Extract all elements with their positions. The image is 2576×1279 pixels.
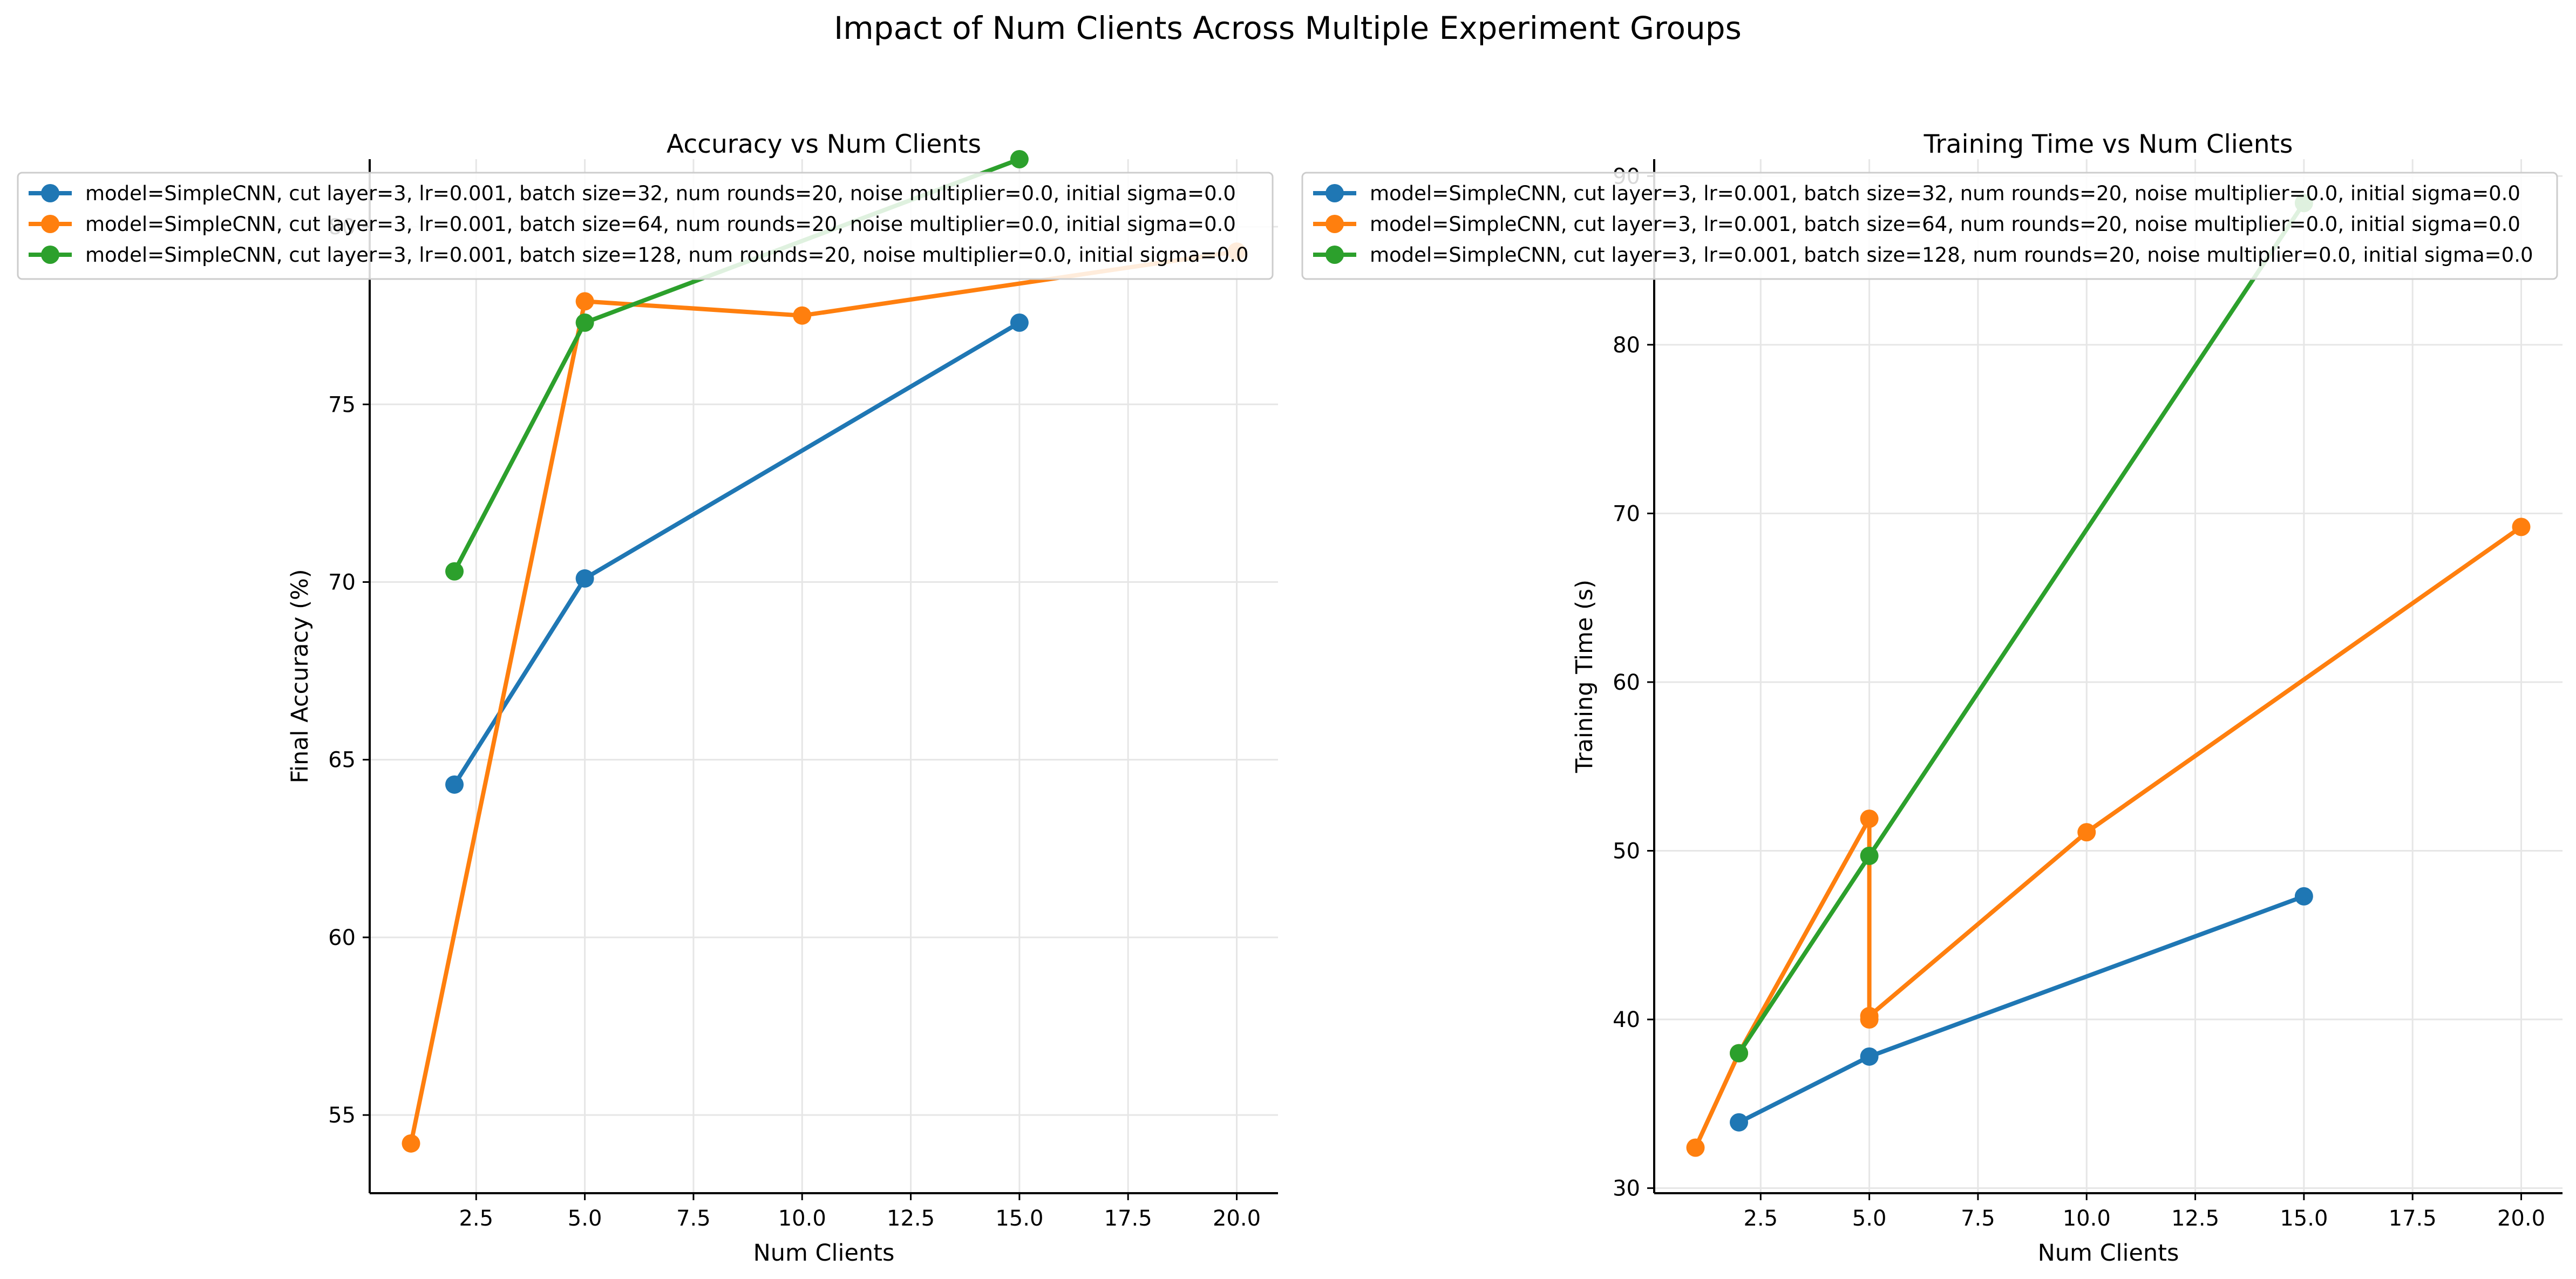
data-point xyxy=(575,292,594,311)
y-tick-label: 70 xyxy=(1613,501,1640,526)
x-tick-label: 7.5 xyxy=(1961,1206,1995,1231)
data-point xyxy=(575,313,594,332)
legend-item: model=SimpleCNN, cut layer=3, lr=0.001, … xyxy=(1313,182,2520,205)
x-axis-label: Num Clients xyxy=(753,1240,895,1267)
series-line xyxy=(1737,894,2306,1125)
x-tick-label: 17.5 xyxy=(1104,1206,1152,1231)
data-point xyxy=(1860,846,1879,865)
series-1 xyxy=(1686,518,2531,1157)
legend: model=SimpleCNN, cut layer=3, lr=0.001, … xyxy=(1301,172,2558,280)
y-tick-label: 80 xyxy=(1613,333,1640,358)
training-time-panel: 2.5 5.0 7.5 10.0 12.5 15.0 17.5 20.0 30 40 50 60 70 8… xyxy=(1301,130,2563,1267)
legend-frame xyxy=(1301,172,2558,280)
y-tick-label: 60 xyxy=(328,926,356,950)
legend-item: model=SimpleCNN, cut layer=3, lr=0.001, … xyxy=(29,182,1236,205)
y-tick-label: 50 xyxy=(1613,839,1640,864)
x-tick-label: 2.5 xyxy=(1743,1206,1778,1231)
data-point xyxy=(1730,1044,1749,1063)
data-point xyxy=(1860,1006,1879,1025)
data-point xyxy=(1860,809,1879,828)
x-tick-label: 10.0 xyxy=(2063,1206,2111,1231)
y-tick-label: 70 xyxy=(328,570,356,595)
legend-label: model=SimpleCNN, cut layer=3, lr=0.001, … xyxy=(85,182,1236,205)
y-tick-label: 60 xyxy=(1613,670,1640,695)
x-tick-label: 5.0 xyxy=(1852,1206,1887,1231)
panel-title: Training Time vs Num Clients xyxy=(1923,130,2293,159)
grid xyxy=(1654,159,2563,1193)
legend-frame xyxy=(17,172,1274,280)
legend-label: model=SimpleCNN, cut layer=3, lr=0.001, … xyxy=(1370,182,2520,205)
x-axis-label: Num Clients xyxy=(2038,1240,2179,1267)
legend-label: model=SimpleCNN, cut layer=3, lr=0.001, … xyxy=(1370,213,2520,236)
panel-title: Accuracy vs Num Clients xyxy=(667,130,981,159)
y-axis-label: Final Accuracy (%) xyxy=(287,569,314,783)
y-tick-label: 65 xyxy=(328,748,356,773)
data-point xyxy=(1730,1113,1749,1132)
x-tick-label: 15.0 xyxy=(995,1206,1043,1231)
legend-item: model=SimpleCNN, cut layer=3, lr=0.001, … xyxy=(1313,213,2520,236)
figure-suptitle: Impact of Num Clients Across Multiple Ex… xyxy=(834,10,1742,46)
legend-marker xyxy=(41,246,59,264)
series-2 xyxy=(1730,194,2313,1063)
series-0 xyxy=(1730,887,2313,1132)
legend-marker xyxy=(41,184,59,202)
x-tick-label: 7.5 xyxy=(676,1206,711,1231)
x-tick-label: 20.0 xyxy=(1213,1206,1261,1231)
data-point xyxy=(1010,150,1029,168)
legend-label: model=SimpleCNN, cut layer=3, lr=0.001, … xyxy=(1370,243,2533,267)
y-tick-label: 55 xyxy=(328,1103,356,1128)
x-tick-label: 12.5 xyxy=(887,1206,935,1231)
data-point xyxy=(402,1134,420,1153)
y-tick-label: 75 xyxy=(328,392,356,417)
series-line xyxy=(409,249,1239,1146)
x-tick-label: 17.5 xyxy=(2389,1206,2437,1231)
x-tick-label: 5.0 xyxy=(568,1206,602,1231)
data-point xyxy=(1860,1047,1879,1066)
data-point xyxy=(445,775,464,794)
data-point xyxy=(793,306,812,325)
data-point xyxy=(2077,823,2096,842)
legend-item: model=SimpleCNN, cut layer=3, lr=0.001, … xyxy=(1313,243,2533,267)
x-tick-label: 2.5 xyxy=(459,1206,493,1231)
x-tick-label: 10.0 xyxy=(778,1206,826,1231)
data-point xyxy=(2294,887,2313,906)
legend-marker xyxy=(1326,246,1344,264)
series-line xyxy=(1693,525,2524,1150)
legend-marker xyxy=(1326,215,1344,233)
x-tick-label: 20.0 xyxy=(2497,1206,2545,1231)
y-tick-label: 30 xyxy=(1613,1176,1640,1201)
legend: model=SimpleCNN, cut layer=3, lr=0.001, … xyxy=(17,172,1274,280)
data-point xyxy=(1686,1138,1705,1157)
series-1 xyxy=(402,242,1246,1153)
legend-label: model=SimpleCNN, cut layer=3, lr=0.001, … xyxy=(85,213,1236,236)
x-tick-label: 15.0 xyxy=(2280,1206,2328,1231)
series-line xyxy=(452,320,1022,787)
legend-marker xyxy=(41,215,59,233)
legend-label: model=SimpleCNN, cut layer=3, lr=0.001, … xyxy=(85,243,1249,267)
accuracy-panel: 2.55.07.510.012.515.017.520.055606570758… xyxy=(17,130,1278,1267)
legend-marker xyxy=(1326,184,1344,202)
legend-item: model=SimpleCNN, cut layer=3, lr=0.001, … xyxy=(29,213,1236,236)
data-point xyxy=(575,569,594,588)
x-tick-label: 12.5 xyxy=(2171,1206,2219,1231)
legend-item: model=SimpleCNN, cut layer=3, lr=0.001, … xyxy=(29,243,1249,267)
y-axis-label: Training Time (s) xyxy=(1571,580,1598,773)
data-point xyxy=(1010,313,1029,332)
data-point xyxy=(2512,518,2531,536)
y-tick-label: 40 xyxy=(1613,1008,1640,1032)
data-point xyxy=(445,562,464,581)
